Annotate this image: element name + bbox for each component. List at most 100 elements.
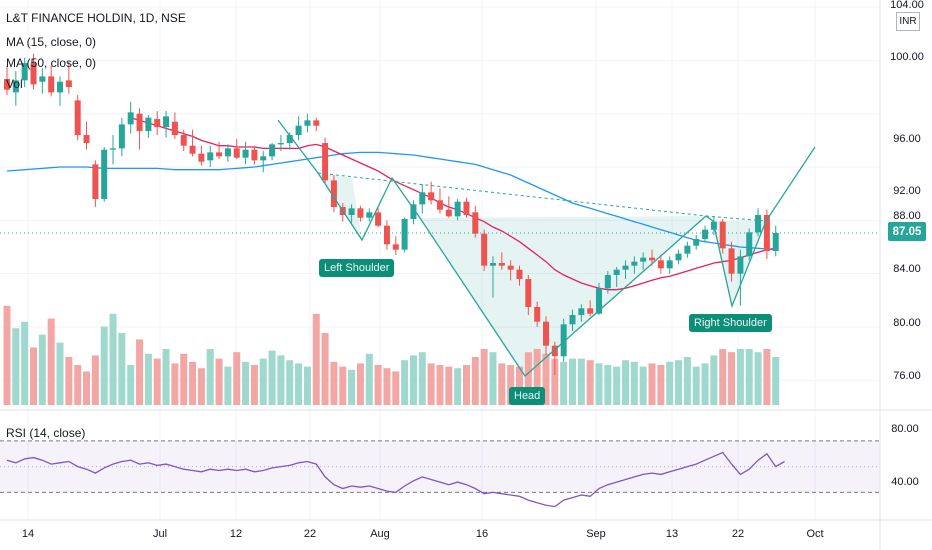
- volume-bar: [630, 361, 638, 405]
- candle: [392, 236, 399, 255]
- volume-bar: [719, 349, 727, 405]
- volume-bar: [745, 349, 753, 405]
- head-label: Head: [509, 387, 546, 405]
- candle: [436, 188, 443, 214]
- candle: [313, 117, 320, 132]
- volume-bar: [224, 366, 232, 405]
- volume-bar: [383, 368, 391, 405]
- candle: [4, 65, 10, 96]
- candle: [12, 71, 19, 106]
- candle: [330, 175, 337, 213]
- rsi-line: [6, 451, 785, 508]
- volume-bar: [586, 360, 594, 405]
- price-tick-label: 84.00: [893, 263, 921, 275]
- candle: [516, 265, 523, 286]
- candle-body: [542, 321, 549, 346]
- volume-bar: [365, 353, 373, 405]
- pattern-zigzag: [277, 119, 816, 377]
- volume-bar: [38, 334, 46, 405]
- volume-bar: [21, 321, 29, 405]
- volume-bar: [206, 349, 214, 405]
- candle: [675, 249, 682, 265]
- volume-bar: [498, 363, 506, 405]
- candle-body: [772, 233, 779, 251]
- candle: [357, 205, 364, 222]
- candle: [207, 145, 214, 168]
- candle: [657, 254, 664, 274]
- candle-body: [631, 261, 638, 266]
- candle-body: [640, 257, 647, 262]
- candle-body: [693, 239, 700, 246]
- candle-body: [569, 314, 576, 325]
- candle: [154, 111, 161, 136]
- candle: [763, 209, 770, 259]
- volume-bar: [136, 339, 144, 405]
- volume-bar: [533, 349, 541, 405]
- candle-body: [12, 80, 19, 93]
- volume-bar: [74, 365, 82, 405]
- volume-bar: [83, 371, 91, 405]
- candle: [542, 316, 549, 355]
- candle: [269, 143, 276, 161]
- candle-body: [375, 212, 382, 226]
- candle-body: [180, 135, 187, 146]
- candle-body: [171, 121, 178, 136]
- candle-body: [383, 225, 390, 245]
- volume-bar: [144, 353, 152, 405]
- candle: [136, 108, 143, 150]
- candle-body: [101, 149, 108, 200]
- candle-body: [675, 253, 682, 261]
- time-tick-label: 14: [22, 528, 34, 540]
- candle-body: [198, 153, 205, 162]
- candle: [613, 266, 620, 287]
- volume-bar: [489, 352, 497, 405]
- volume-bar: [100, 326, 108, 405]
- candle: [251, 145, 258, 165]
- volume-bar: [551, 358, 559, 405]
- candle-body: [233, 148, 240, 158]
- head-area: [420, 216, 706, 376]
- candle: [30, 53, 37, 90]
- candle-body: [428, 192, 435, 201]
- candle: [101, 147, 108, 202]
- time-tick-label: Sep: [586, 528, 606, 540]
- candle: [110, 135, 117, 165]
- candle: [92, 160, 99, 208]
- candle: [410, 200, 417, 225]
- volume-bar: [356, 363, 364, 405]
- candle-body: [313, 120, 320, 126]
- candle: [304, 113, 311, 133]
- candle-body: [242, 149, 249, 158]
- volume-bar: [692, 366, 700, 405]
- candle: [498, 252, 505, 270]
- volume-bar: [462, 365, 470, 405]
- candle-body: [481, 233, 488, 266]
- ma50-legend: MA (50, close, 0): [6, 56, 97, 70]
- volume-bar: [507, 365, 515, 405]
- volume-bar: [348, 369, 356, 405]
- rsi-tick-label: 80.00: [891, 423, 919, 435]
- candle: [587, 300, 594, 317]
- currency-badge[interactable]: INR: [896, 12, 920, 31]
- volume-bar: [401, 360, 409, 405]
- candle-body: [578, 308, 585, 315]
- candle: [746, 228, 753, 261]
- candle-body: [65, 80, 72, 88]
- volume-bar: [312, 313, 320, 405]
- volume-bar: [454, 368, 462, 405]
- ma15-legend: MA (15, close, 0): [6, 35, 97, 49]
- volume-bar: [648, 363, 656, 405]
- candle-body: [392, 244, 399, 250]
- volume-bar: [339, 366, 347, 405]
- time-tick-label: 16: [476, 528, 488, 540]
- candle-body: [525, 278, 532, 307]
- candle: [242, 141, 249, 165]
- candle-body: [737, 256, 744, 274]
- candle: [507, 260, 514, 281]
- volume-bars: [3, 305, 780, 405]
- volume-bar: [639, 366, 647, 405]
- candle: [755, 208, 762, 237]
- candle-body: [622, 265, 629, 270]
- candle: [127, 101, 134, 134]
